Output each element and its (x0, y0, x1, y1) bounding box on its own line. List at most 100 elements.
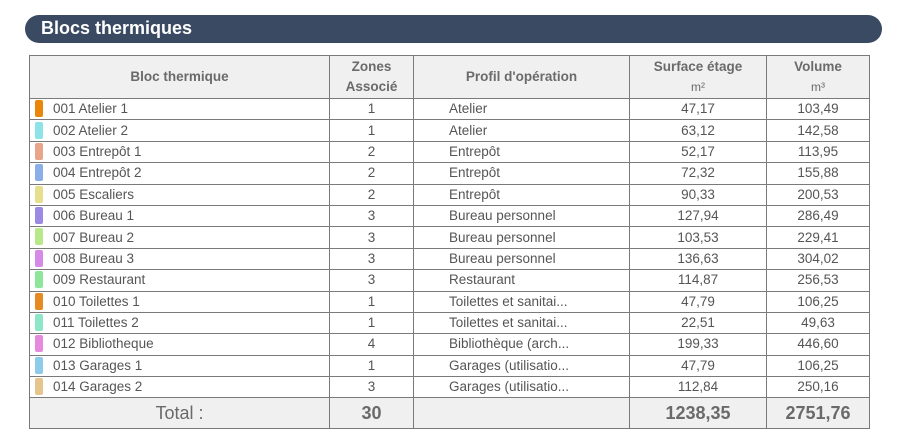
thermal-blocks-table: Bloc thermique Zones Associé Profil d'opé… (29, 55, 870, 430)
bloc-cell: 014 Garages 2 (29, 376, 330, 399)
color-swatch-icon (35, 314, 43, 332)
table-row[interactable]: 012 Bibliotheque 4 Bibliothèque (arch... 19… (29, 333, 870, 356)
table-row[interactable]: 007 Bureau 2 3 Bureau personnel 103,53 229,4… (29, 226, 870, 249)
bloc-cell: 012 Bibliotheque (29, 333, 330, 356)
profil-cell: Restaurant (413, 269, 630, 292)
surface-cell: 103,53 (629, 226, 767, 249)
profil-cell: Entrepôt (413, 162, 630, 185)
table-row[interactable]: 001 Atelier 1 1 Atelier 47,17 103,49 (29, 97, 870, 121)
table-header-row: Bloc thermique Zones Associé Profil d'opé… (29, 55, 870, 99)
zones-cell: 1 (329, 290, 414, 313)
table-row[interactable]: 002 Atelier 2 1 Atelier 63,12 142,58 (29, 119, 870, 142)
table-row[interactable]: 010 Toilettes 1 1 Toilettes et sanitai... 4… (29, 290, 870, 313)
surface-cell: 136,63 (629, 247, 767, 271)
color-swatch-icon (35, 335, 43, 353)
volume-cell: 142,58 (766, 119, 870, 142)
profil-cell: Entrepôt (413, 140, 630, 164)
header-volume-label: Volume (794, 59, 842, 74)
profil-cell: Bureau personnel (413, 247, 630, 271)
bloc-name: 002 Atelier 2 (53, 122, 129, 138)
volume-cell: 113,95 (766, 140, 870, 164)
section-header: Blocs thermiques (25, 15, 882, 43)
bloc-name: 004 Entrepôt 2 (53, 165, 142, 181)
surface-cell: 22,51 (629, 311, 767, 335)
zones-cell: 3 (329, 269, 414, 292)
color-swatch-icon (35, 249, 43, 267)
profil-cell: Toilettes et sanitai... (413, 311, 630, 335)
volume-cell: 106,25 (766, 290, 870, 313)
bloc-cell: 013 Garages 1 (29, 354, 330, 378)
volume-cell: 250,16 (766, 376, 870, 399)
color-swatch-icon (35, 271, 43, 289)
bloc-name: 010 Toilettes 1 (53, 293, 140, 309)
profil-cell: Atelier (413, 97, 630, 121)
profil-cell: Bureau personnel (413, 226, 630, 249)
volume-cell: 49,63 (766, 311, 870, 335)
table-row[interactable]: 005 Escaliers 2 Entrepôt 90,33 200,53 (29, 183, 870, 206)
header-profil[interactable]: Profil d'opération (413, 55, 630, 99)
bloc-cell: 008 Bureau 3 (29, 247, 330, 271)
volume-cell: 256,53 (766, 269, 870, 292)
bloc-cell: 004 Entrepôt 2 (29, 162, 330, 185)
bloc-cell: 006 Bureau 1 (29, 204, 330, 228)
total-profil-empty (413, 397, 630, 430)
total-label: Total : (29, 397, 330, 430)
surface-cell: 90,33 (629, 183, 767, 206)
header-surface-unit: m² (691, 80, 705, 94)
bloc-cell: 005 Escaliers (29, 183, 330, 206)
bloc-name: 001 Atelier 1 (53, 101, 129, 117)
header-zones[interactable]: Zones Associé (329, 55, 414, 99)
surface-cell: 63,12 (629, 119, 767, 142)
bloc-name: 007 Bureau 2 (53, 229, 135, 245)
volume-cell: 106,25 (766, 354, 870, 378)
header-volume-unit: m³ (811, 80, 825, 94)
volume-cell: 229,41 (766, 226, 870, 249)
volume-cell: 446,60 (766, 333, 870, 356)
table-row[interactable]: 006 Bureau 1 3 Bureau personnel 127,94 286,4… (29, 204, 870, 228)
color-swatch-icon (35, 100, 43, 118)
bloc-cell: 007 Bureau 2 (29, 226, 330, 249)
header-surface[interactable]: Surface étage m² (629, 55, 767, 99)
section-title: Blocs thermiques (41, 18, 193, 38)
zones-cell: 2 (329, 162, 414, 185)
header-bloc[interactable]: Bloc thermique (29, 55, 330, 99)
profil-cell: Entrepôt (413, 183, 630, 206)
profil-cell: Toilettes et sanitai... (413, 290, 630, 313)
zones-cell: 1 (329, 119, 414, 142)
header-volume[interactable]: Volume m³ (766, 55, 870, 99)
surface-cell: 47,79 (629, 354, 767, 378)
bloc-cell: 009 Restaurant (29, 269, 330, 292)
surface-cell: 112,84 (629, 376, 767, 399)
total-surface: 1238,35 (629, 397, 767, 430)
zones-cell: 1 (329, 97, 414, 121)
color-swatch-icon (35, 121, 43, 139)
table-row[interactable]: 013 Garages 1 1 Garages (utilisatio... 47,7… (29, 354, 870, 378)
bloc-cell: 001 Atelier 1 (29, 97, 330, 121)
table-row[interactable]: 014 Garages 2 3 Garages (utilisatio... 112,… (29, 376, 870, 399)
color-swatch-icon (35, 378, 43, 396)
table-row[interactable]: 011 Toilettes 2 1 Toilettes et sanitai... 2… (29, 311, 870, 335)
table-row[interactable]: 003 Entrepôt 1 2 Entrepôt 52,17 113,95 (29, 140, 870, 164)
total-row: Total : 30 1238,35 2751,76 (29, 397, 870, 430)
table-row[interactable]: 004 Entrepôt 2 2 Entrepôt 72,32 155,88 (29, 162, 870, 185)
bloc-name: 008 Bureau 3 (53, 250, 135, 266)
volume-cell: 103,49 (766, 97, 870, 121)
total-zones: 30 (329, 397, 414, 430)
zones-cell: 3 (329, 226, 414, 249)
header-zones-line1: Zones (351, 59, 392, 74)
volume-cell: 286,49 (766, 204, 870, 228)
table-row[interactable]: 008 Bureau 3 3 Bureau personnel 136,63 304,0… (29, 247, 870, 271)
volume-cell: 304,02 (766, 247, 870, 271)
surface-cell: 199,33 (629, 333, 767, 356)
bloc-cell: 002 Atelier 2 (29, 119, 330, 142)
surface-cell: 127,94 (629, 204, 767, 228)
table-row[interactable]: 009 Restaurant 3 Restaurant 114,87 256,53 (29, 269, 870, 292)
bloc-name: 013 Garages 1 (53, 357, 143, 373)
color-swatch-icon (35, 164, 43, 182)
surface-cell: 72,32 (629, 162, 767, 185)
color-swatch-icon (35, 142, 43, 160)
header-surface-label: Surface étage (653, 59, 743, 74)
bloc-name: 011 Toilettes 2 (53, 315, 139, 331)
bloc-cell: 011 Toilettes 2 (29, 311, 330, 335)
zones-cell: 1 (329, 354, 414, 378)
